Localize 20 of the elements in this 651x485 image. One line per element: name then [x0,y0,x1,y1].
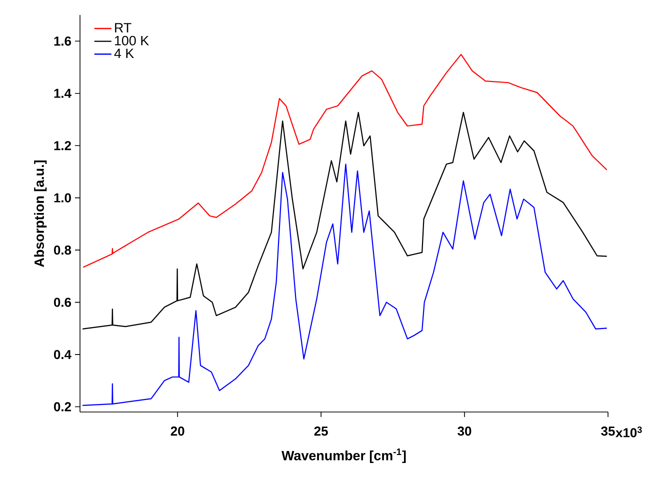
y-tick-label: 1.4 [54,88,72,98]
y-tick-label: 0.8 [54,245,72,255]
x-axis-title: Wavenumber [cm$^{-1}$] [282,448,406,464]
legend-label: 4 K [114,48,134,58]
legend-label: 100 K [114,36,149,46]
y-tick-label: 1.2 [54,141,71,150]
legend-label: RT [115,23,132,32]
x-tick-label: 20 [170,426,184,436]
y-tick-label: 1.0 [54,193,71,202]
x-tick-label: 35 [601,426,615,436]
text: x10$^{3}$ [616,426,642,438]
line-series [82,164,608,406]
y-tick-label: 0.4 [54,350,72,360]
line-series [82,112,608,330]
y-tick-label: 0.6 [54,298,72,307]
y-tick-label: 0.2 [54,402,71,412]
y-axis-title: Absorption [a.u.] [34,160,47,267]
x-tick-label: 30 [458,426,472,436]
y-tick-label: 1.6 [54,36,72,46]
x-tick-label: 25 [314,426,328,436]
